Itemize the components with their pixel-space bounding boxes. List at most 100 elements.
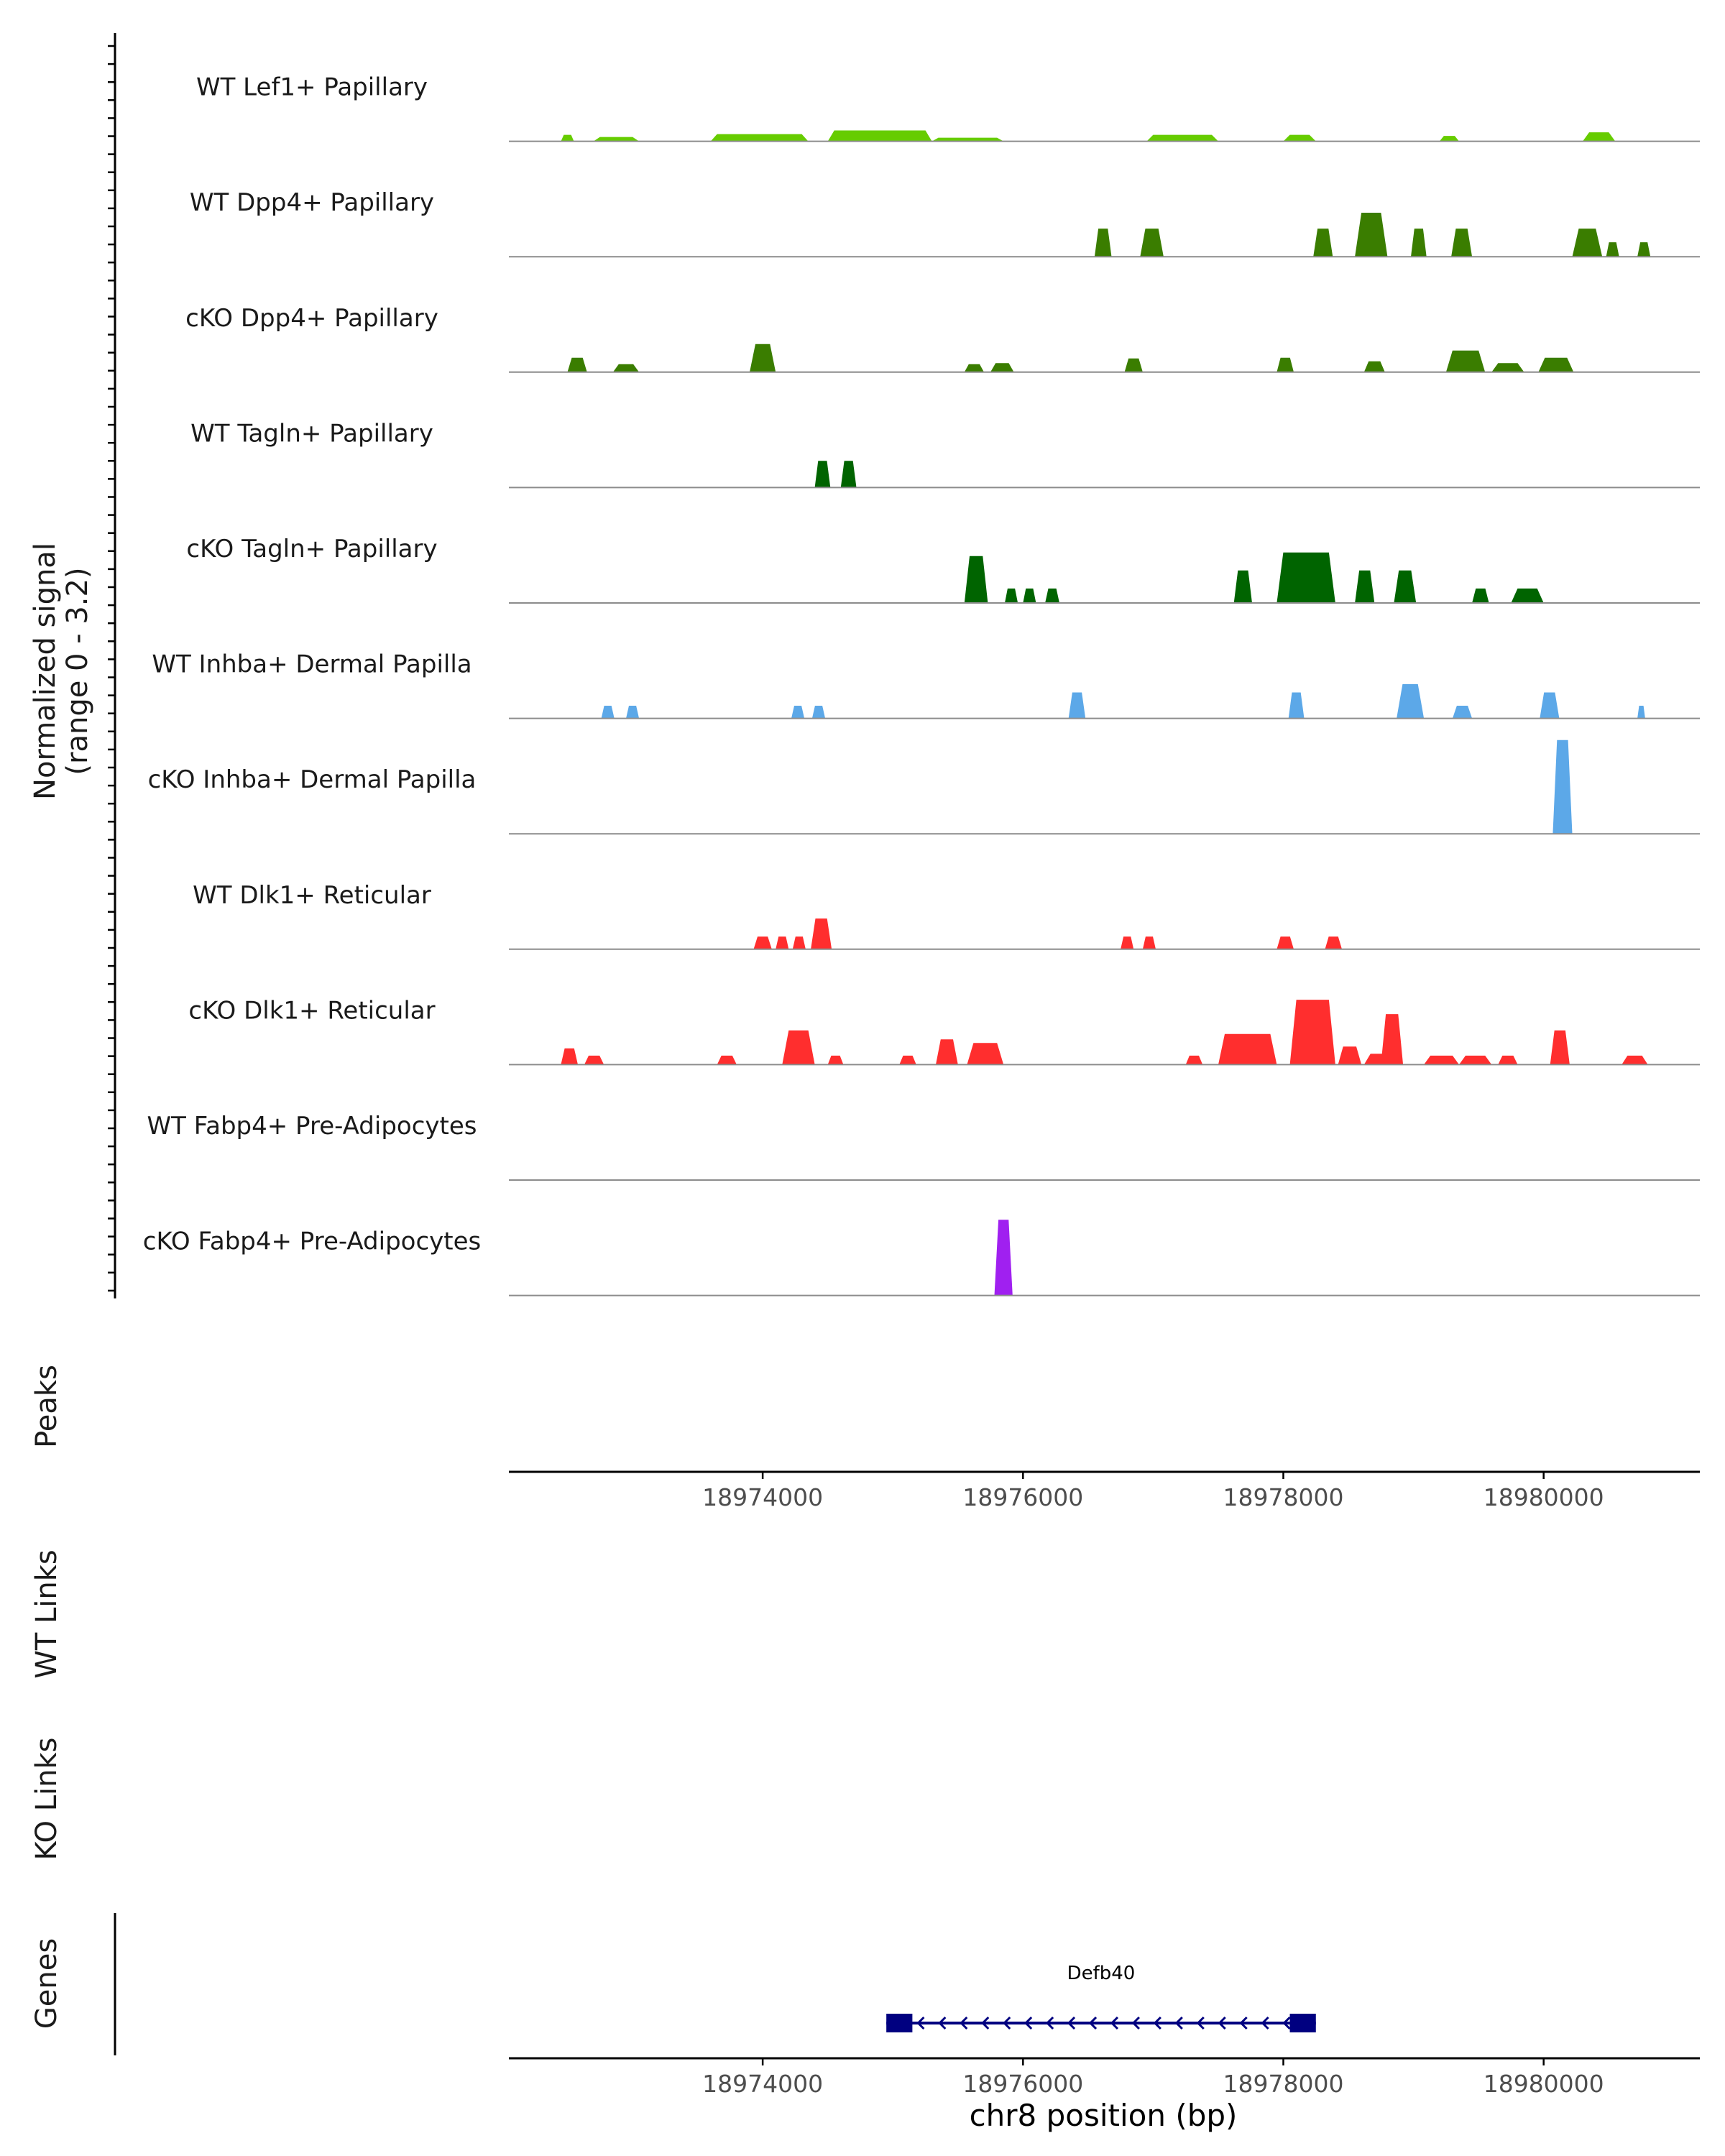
coverage-peak — [710, 134, 809, 142]
strand-arrow — [916, 2016, 925, 2030]
coverage-peak — [811, 918, 832, 949]
track-label: WT Fabp4+ Pre-Adipocytes — [147, 1112, 477, 1141]
x-tick-label: 18976000 — [962, 2070, 1083, 2098]
coverage-peak — [1355, 213, 1388, 257]
track-cko-inhba-dermal-papilla: cKO Inhba+ Dermal Papilla — [148, 740, 1700, 835]
coverage-peak — [1491, 363, 1524, 372]
coverage-peak — [593, 137, 640, 142]
coverage-peak — [840, 461, 857, 488]
ko-links-panel-label: KO Links — [30, 1738, 63, 1861]
coverage-peak — [1498, 1055, 1518, 1065]
coverage-peak — [994, 1220, 1013, 1296]
coverage-peak — [1005, 588, 1018, 603]
coverage-peak — [776, 936, 789, 949]
strand-arrow — [938, 2016, 947, 2030]
x-tick-label: 18980000 — [1484, 1483, 1604, 1511]
coverage-peak — [1459, 1055, 1492, 1065]
x-tick-label: 18978000 — [1223, 2070, 1344, 2098]
gene-track: Defb40 — [886, 1963, 1316, 2032]
coverage-peak — [1540, 692, 1560, 719]
coverage-peak — [1439, 136, 1459, 142]
gene-name: Defb40 — [1067, 1963, 1136, 1984]
gene-exon — [886, 2014, 913, 2032]
x-axis-top: 18974000 18976000 18978000 18980000 — [509, 1470, 1700, 1511]
coverage-peak — [1045, 588, 1059, 603]
track-wt-fabp4-pre-adipocytes: WT Fabp4+ Pre-Adipocytes — [147, 1112, 1700, 1181]
strand-arrow — [1045, 2016, 1054, 2030]
coverage-peak — [1023, 588, 1036, 603]
track-wt-tagln-papillary: WT Tagln+ Papillary — [190, 419, 1700, 489]
x-axis-title: chr8 position (bp) — [970, 2098, 1238, 2133]
track-cko-dlk1-reticular: cKO Dlk1+ Reticular — [188, 996, 1700, 1066]
coverage-peak — [1233, 570, 1252, 603]
coverage-peak — [964, 364, 984, 372]
coverage-peak — [791, 706, 805, 719]
coverage-peak — [717, 1055, 737, 1065]
coverage-peak — [1411, 229, 1427, 257]
coverage-peak — [1355, 570, 1375, 603]
gene-exon — [1289, 2014, 1316, 2032]
coverage-peak — [1289, 1000, 1335, 1065]
coverage-peak — [1363, 361, 1385, 372]
coverage-peak — [1283, 134, 1316, 142]
strand-arrow — [1261, 2016, 1269, 2030]
coverage-peak — [561, 134, 574, 142]
track-wt-inhba-dermal-papilla: WT Inhba+ Dermal Papilla — [152, 650, 1700, 719]
coverage-peak — [964, 556, 988, 603]
coverage-peak — [814, 461, 831, 488]
strand-arrow — [1153, 2016, 1162, 2030]
strand-arrow — [1196, 2016, 1205, 2030]
coverage-peak — [1140, 229, 1164, 257]
signal-y-label-line2: (range 0 - 3.2) — [61, 567, 94, 775]
panel-labels: Normalized signal (range 0 - 3.2) Peaks … — [29, 543, 1237, 2133]
coverage-peak — [584, 1055, 604, 1065]
x-axes: 18974000 18976000 18978000 1898000018974000… — [509, 1470, 1700, 2098]
track-label: WT Inhba+ Dermal Papilla — [152, 650, 472, 679]
coverage-peak — [1552, 740, 1573, 834]
coverage-peak — [1124, 358, 1143, 372]
coverage-peak — [1583, 132, 1616, 142]
x-axis-bottom: 18974000 18976000 18978000 18980000 — [509, 2057, 1700, 2098]
coverage-peak — [990, 363, 1014, 372]
genes-panel-label: Genes — [30, 1938, 63, 2029]
track-wt-dlk1-reticular: WT Dlk1+ Reticular — [193, 881, 1700, 950]
x-tick-label: 18978000 — [1223, 1483, 1344, 1511]
coverage-peak — [1445, 350, 1486, 372]
track-label: cKO Dpp4+ Papillary — [185, 304, 438, 333]
x-tick-label: 18980000 — [1484, 2070, 1604, 2098]
coverage-peak — [1121, 936, 1134, 949]
track-label: cKO Fabp4+ Pre-Adipocytes — [143, 1227, 482, 1256]
coverage-peak — [1276, 936, 1294, 949]
coverage-peak — [1338, 1046, 1362, 1065]
coverage-peak — [1288, 692, 1305, 719]
strand-arrow — [1131, 2016, 1140, 2030]
coverage-peak — [1637, 706, 1645, 719]
strand-arrow — [1174, 2016, 1183, 2030]
x-tick-label: 18976000 — [962, 1483, 1083, 1511]
track-label: WT Dpp4+ Papillary — [190, 188, 434, 217]
coverage-peak — [750, 344, 776, 372]
coverage-peak — [601, 706, 615, 719]
coverage-peak — [1068, 692, 1086, 719]
coverage-peak — [561, 1048, 578, 1065]
x-tick-label: 18974000 — [702, 1483, 823, 1511]
strand-arrow — [1088, 2016, 1098, 2030]
signal-tracks: WT Lef1+ Papillary WT Dpp4+ Papillary cKO … — [143, 73, 1700, 1296]
coverage-peak — [827, 130, 932, 142]
coverage-peak — [1381, 1014, 1404, 1065]
coverage-peak — [1094, 229, 1112, 257]
peaks-panel-label: Peaks — [30, 1365, 63, 1448]
coverage-peak — [967, 1043, 1004, 1065]
strand-arrow — [981, 2016, 990, 2030]
strand-arrow — [1218, 2016, 1226, 2030]
coverage-peak — [1424, 1055, 1459, 1065]
coverage-peak — [899, 1055, 916, 1065]
coverage-peak — [1394, 570, 1417, 603]
coverage-peak — [792, 936, 806, 949]
coverage-peak — [1637, 242, 1651, 257]
coverage-peak — [626, 706, 640, 719]
coverage-peak — [1142, 936, 1156, 949]
coverage-peak — [936, 1039, 958, 1065]
coverage-peak — [1451, 229, 1473, 257]
